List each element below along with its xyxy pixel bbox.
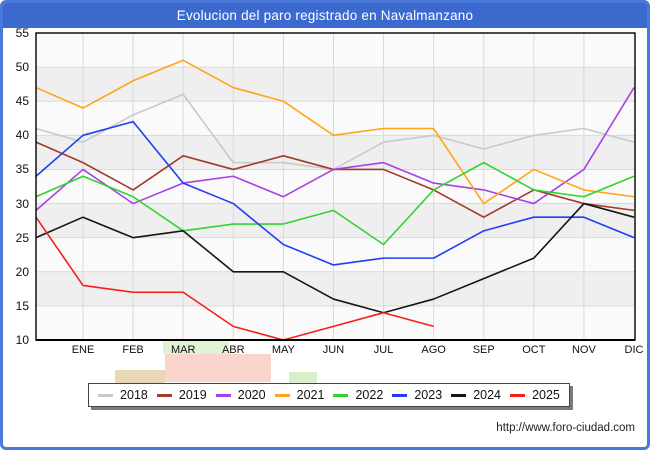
y-tick-label: 55 — [15, 26, 29, 40]
legend-entry-2025: 2025 — [510, 388, 560, 402]
legend-label: 2019 — [178, 388, 207, 402]
legend-label: 2024 — [473, 388, 502, 402]
x-tick-label-JUN: JUN — [322, 344, 345, 356]
legend-swatch-icon — [98, 393, 114, 397]
y-tick-label: 30 — [15, 196, 29, 211]
legend-label: 2021 — [296, 388, 325, 402]
legend-swatch-icon — [333, 393, 349, 397]
plot-band — [36, 271, 635, 306]
series-line-2025 — [35, 216, 434, 341]
legend-swatch-icon — [274, 393, 290, 397]
x-tick-label-ABR: ABR — [221, 344, 245, 356]
series-line-2021 — [35, 59, 635, 205]
y-tick-label: 25 — [15, 230, 29, 245]
legend-entry-2023: 2023 — [392, 388, 442, 402]
y-tick-label: 20 — [15, 264, 29, 279]
legend-label: 2023 — [414, 388, 443, 402]
plot-band — [36, 203, 635, 238]
legend-swatch-icon — [156, 393, 172, 397]
legend-entry-2024: 2024 — [451, 388, 501, 402]
plot-band — [36, 135, 635, 170]
legend-entry-2018: 2018 — [98, 388, 148, 402]
x-tick-label-MAR: MAR — [170, 344, 196, 356]
x-tick-label-OCT: OCT — [522, 344, 546, 356]
series-line-2022 — [35, 161, 635, 246]
series-line-2024 — [35, 202, 635, 314]
y-tick-label: 40 — [15, 128, 29, 143]
y-tick-label: 10 — [15, 333, 29, 347]
x-tick-label-NOV: NOV — [571, 344, 596, 356]
legend-entry-2022: 2022 — [333, 388, 383, 402]
footer-url-link[interactable]: http://www.foro-ciudad.com — [496, 422, 635, 434]
y-tick-label: 15 — [15, 298, 29, 313]
series-line-2020 — [35, 87, 635, 211]
chart-canvas — [35, 32, 636, 341]
series-line-2023 — [35, 120, 635, 266]
plot-band — [36, 67, 635, 102]
y-tick-label: 50 — [15, 60, 29, 75]
y-tick-label: 35 — [15, 162, 29, 177]
legend-swatch-icon — [215, 393, 231, 397]
legend-swatch-icon — [510, 393, 526, 397]
legend-label: 2025 — [532, 388, 560, 402]
chart-title: Evolucion del paro registrado en Navalma… — [3, 3, 647, 28]
legend-entry-2021: 2021 — [274, 388, 325, 402]
x-tick-label-FEB: FEB — [122, 344, 144, 356]
y-tick-label: 45 — [15, 94, 29, 109]
legend-box: 2018 2019 2020 2021 2022 2023 2024 2025 — [88, 383, 570, 407]
x-tick-label-ENE: ENE — [71, 344, 95, 356]
x-tick-label-SEP: SEP — [472, 344, 495, 356]
legend-swatch-icon — [451, 393, 467, 397]
legend-entry-2020: 2020 — [215, 388, 266, 402]
plot-area: 55 50 45 40 35 30 25 20 15 10 ENE FEB MAR ABR MAY JUN J… — [3, 26, 647, 383]
legend-entry-2019: 2019 — [156, 388, 207, 402]
x-tick-label-AGO: AGO — [421, 344, 446, 356]
x-tick-label-MAY: MAY — [271, 344, 295, 356]
x-tick-label-JUL: JUL — [373, 344, 394, 356]
legend-label: 2022 — [355, 388, 384, 402]
x-tick-label-DIC: DIC — [624, 344, 644, 356]
legend-swatch-icon — [392, 393, 408, 397]
legend-label: 2020 — [237, 388, 266, 402]
legend-label: 2018 — [120, 388, 148, 402]
